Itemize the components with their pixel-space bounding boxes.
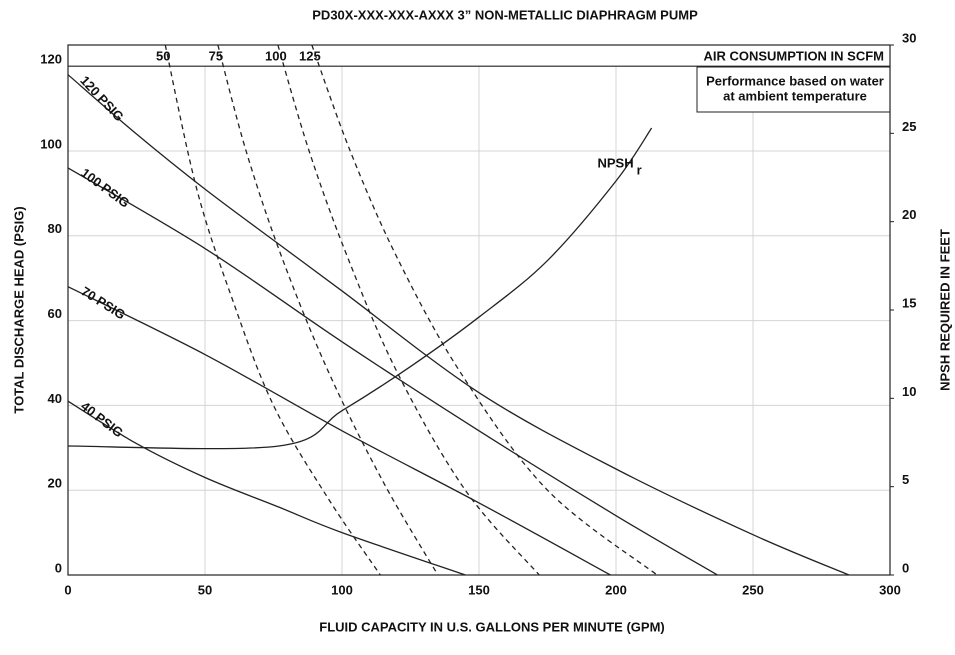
curve xyxy=(217,44,439,576)
y-tick-label: 60 xyxy=(48,306,62,321)
curve xyxy=(277,44,540,576)
y-tick-label: 100 xyxy=(40,136,62,151)
grid xyxy=(67,44,894,576)
curve xyxy=(67,167,718,576)
y2-tick-label: 5 xyxy=(902,472,909,487)
y2-tick-label: 25 xyxy=(902,119,916,134)
curve-label: 70 PSIG xyxy=(79,283,129,322)
curve-label: 120 PSIG xyxy=(77,73,126,124)
curve xyxy=(67,286,611,576)
x-tick-label: 200 xyxy=(605,582,627,597)
curve-label-subscript: r xyxy=(637,162,642,177)
curve xyxy=(67,127,653,450)
y2-tick-label: 15 xyxy=(902,295,916,310)
note-line: Performance based on water xyxy=(706,73,884,88)
y2-tick-label: 0 xyxy=(902,560,909,575)
y2-tick-label: 20 xyxy=(902,207,916,222)
curve-label: 50 xyxy=(156,48,170,63)
x-tick-label: 0 xyxy=(64,582,71,597)
x-tick-label: 250 xyxy=(742,582,764,597)
top-label: AIR CONSUMPTION IN SCFM xyxy=(703,48,884,63)
curve-label: 40 PSIG xyxy=(78,398,126,440)
y-tick-label: 40 xyxy=(48,391,62,406)
x-tick-label: 100 xyxy=(331,582,353,597)
note-box xyxy=(696,66,891,113)
curve-label: 100 PSIG xyxy=(78,165,132,211)
x-tick-label: 300 xyxy=(879,582,901,597)
y2-tick-label: 30 xyxy=(902,30,916,45)
curve xyxy=(164,44,381,576)
y-tick-label: 120 xyxy=(40,52,62,67)
x-axis-label: FLUID CAPACITY IN U.S. GALLONS PER MINUT… xyxy=(319,619,664,634)
curve-label: 75 xyxy=(209,48,223,63)
y2-tick-label: 10 xyxy=(902,384,916,399)
x-tick-label: 50 xyxy=(198,582,212,597)
curve-label: 125 xyxy=(299,48,321,63)
curve-label: 100 xyxy=(265,48,287,63)
y-tick-label: 80 xyxy=(48,221,62,236)
curve-label: NPSH xyxy=(597,155,633,170)
y-tick-label: 20 xyxy=(48,476,62,491)
plot-frame xyxy=(67,44,891,576)
x-tick-label: 150 xyxy=(468,582,490,597)
curve xyxy=(67,400,466,576)
chart-title: PD30X-XXX-XXX-AXXX 3” NON-METALLIC DIAPH… xyxy=(312,7,698,22)
y-tick-label: 0 xyxy=(55,560,62,575)
y-axis-label: TOTAL DISCHARGE HEAD (PSIG) xyxy=(11,206,26,413)
curves xyxy=(67,44,850,576)
y2-axis-label: NPSH REQUIRED IN FEET xyxy=(937,229,952,391)
curve xyxy=(67,74,850,576)
note-line: at ambient temperature xyxy=(723,88,867,103)
curve xyxy=(311,44,658,576)
